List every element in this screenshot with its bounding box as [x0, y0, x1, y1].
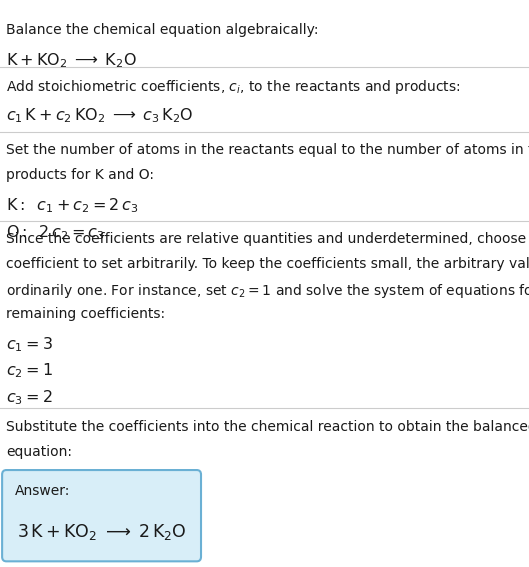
Text: $c_3 = 2$: $c_3 = 2$: [6, 388, 53, 407]
Text: Balance the chemical equation algebraically:: Balance the chemical equation algebraica…: [6, 23, 319, 37]
Text: $c_2 = 1$: $c_2 = 1$: [6, 362, 53, 380]
Text: equation:: equation:: [6, 445, 72, 459]
Text: $\mathrm{K + KO_2 \;\longrightarrow\; K_2O}$: $\mathrm{K + KO_2 \;\longrightarrow\; K_…: [6, 51, 137, 70]
Text: Answer:: Answer:: [15, 484, 70, 498]
Text: Substitute the coefficients into the chemical reaction to obtain the balanced: Substitute the coefficients into the che…: [6, 420, 529, 434]
Text: Since the coefficients are relative quantities and underdetermined, choose a: Since the coefficients are relative quan…: [6, 232, 529, 247]
Text: products for K and O:: products for K and O:: [6, 168, 154, 182]
Text: $c_1\,\mathrm{K} + c_2\,\mathrm{KO_2} \;\longrightarrow\; c_3\,\mathrm{K_2O}$: $c_1\,\mathrm{K} + c_2\,\mathrm{KO_2} \;…: [6, 107, 194, 125]
Text: Set the number of atoms in the reactants equal to the number of atoms in the: Set the number of atoms in the reactants…: [6, 143, 529, 157]
FancyBboxPatch shape: [2, 470, 201, 561]
Text: coefficient to set arbitrarily. To keep the coefficients small, the arbitrary va: coefficient to set arbitrarily. To keep …: [6, 257, 529, 272]
Text: remaining coefficients:: remaining coefficients:: [6, 307, 166, 321]
Text: $3\,\mathrm{K + KO_2 \;\longrightarrow\; 2\,K_2O}$: $3\,\mathrm{K + KO_2 \;\longrightarrow\;…: [17, 522, 186, 542]
Text: $\mathrm{K:}\;\; c_1 + c_2 = 2\,c_3$: $\mathrm{K:}\;\; c_1 + c_2 = 2\,c_3$: [6, 196, 139, 215]
Text: Add stoichiometric coefficients, $c_i$, to the reactants and products:: Add stoichiometric coefficients, $c_i$, …: [6, 78, 461, 96]
Text: $c_1 = 3$: $c_1 = 3$: [6, 336, 53, 354]
Text: ordinarily one. For instance, set $c_2 = 1$ and solve the system of equations fo: ordinarily one. For instance, set $c_2 =…: [6, 282, 529, 301]
Text: $\mathrm{O:}\;\; 2\,c_2 = c_3$: $\mathrm{O:}\;\; 2\,c_2 = c_3$: [6, 223, 105, 242]
